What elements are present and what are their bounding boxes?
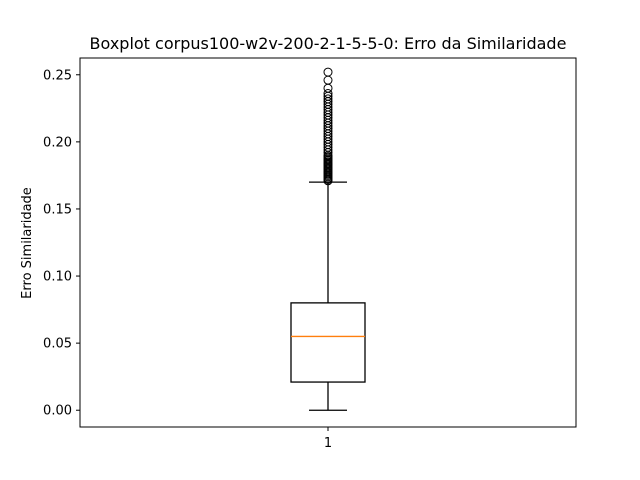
- plot-area: 0.00 0.05 0.10 0.15 0.20 0.25 1: [43, 57, 577, 451]
- y-tick-label: 0.25: [43, 68, 72, 83]
- y-axis-label: Erro Similaridade: [20, 187, 35, 299]
- outlier-point: [323, 75, 333, 85]
- outlier-point: [323, 83, 333, 93]
- iqr-box: [290, 302, 366, 383]
- x-tick-label: 1: [324, 436, 332, 451]
- y-tick-label: 0.20: [43, 135, 72, 150]
- y-tick-label: 0.15: [43, 202, 72, 217]
- y-tick-label: 0.05: [43, 337, 72, 352]
- outlier-point: [323, 94, 333, 104]
- outlier-point: [323, 89, 333, 99]
- chart-title: Boxplot corpus100-w2v-200-2-1-5-5-0: Err…: [90, 34, 567, 53]
- outlier-point: [323, 67, 333, 77]
- y-tick-label: 0.00: [43, 404, 72, 419]
- y-tick-label: 0.10: [43, 270, 72, 285]
